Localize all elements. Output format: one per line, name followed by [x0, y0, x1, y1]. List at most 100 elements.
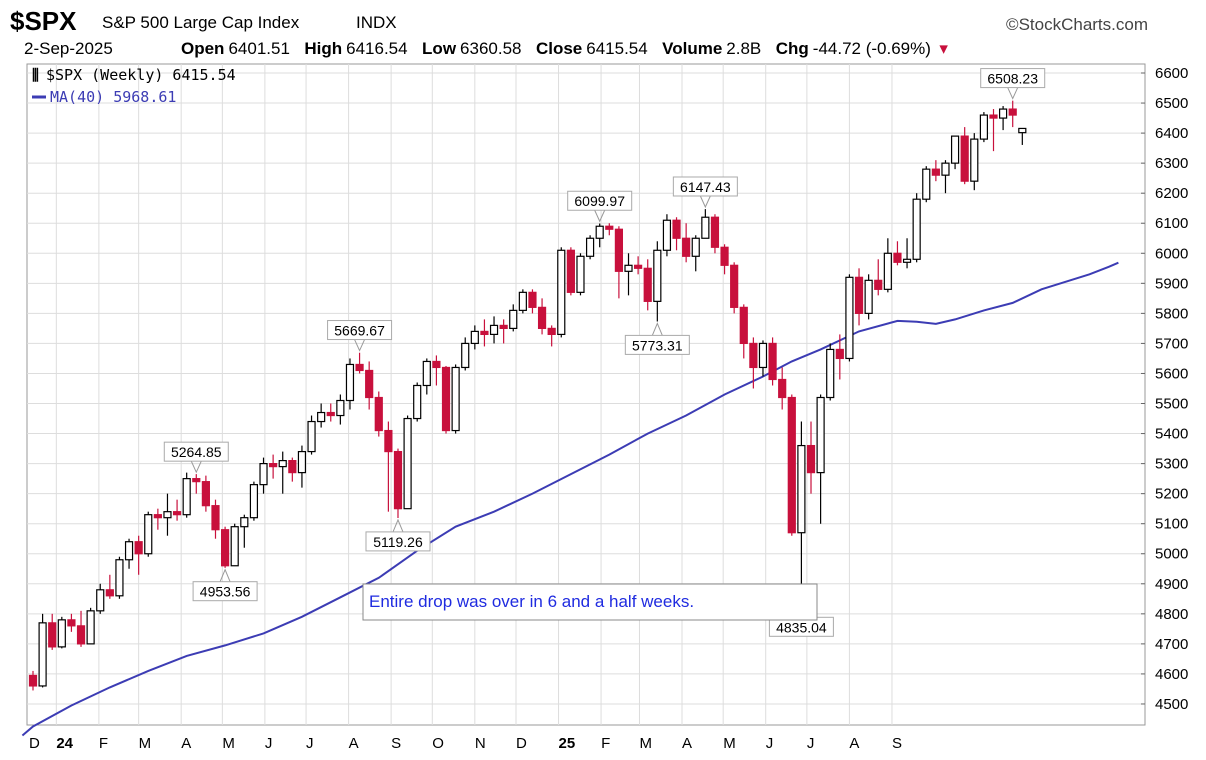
candle-body: [557, 249, 566, 336]
annotation-pointer: [594, 210, 606, 223]
candle-body: [509, 309, 518, 330]
candle-body: [269, 463, 278, 468]
candle-body: [778, 378, 787, 399]
candle-series: [28, 100, 1027, 691]
candle: [288, 457, 297, 482]
candle: [566, 247, 575, 296]
candle-body: [182, 478, 191, 516]
candle: [826, 343, 835, 401]
candle: [240, 514, 249, 548]
candle-body: [970, 138, 979, 182]
candle: [336, 394, 345, 425]
high-value: 6416.54: [346, 39, 407, 58]
candle: [163, 493, 172, 536]
y-tick-label: 5600: [1155, 365, 1188, 382]
candle: [768, 337, 777, 386]
annotation-box: [672, 176, 738, 197]
candle-body: [566, 249, 575, 293]
y-tick-label: 6500: [1155, 95, 1188, 112]
candle-body: [441, 366, 451, 432]
candle: [211, 499, 220, 539]
price-annotation: 5119.26: [365, 518, 431, 552]
candle-body: [854, 276, 864, 314]
annotation-label: 6147.43: [680, 179, 731, 195]
candle: [970, 133, 979, 191]
candle: [278, 451, 287, 494]
annotation-pointer: [219, 568, 231, 582]
candle-body: [38, 622, 47, 687]
candle-body: [307, 420, 316, 453]
open-label: Open: [181, 39, 224, 58]
symbol-title: $SPX: [10, 6, 77, 36]
chg-label: Chg: [776, 39, 809, 58]
candle: [643, 259, 652, 311]
candle: [461, 337, 470, 371]
candle: [249, 481, 259, 521]
candle-body: [720, 246, 729, 266]
x-tick-label: O: [432, 735, 444, 752]
candle-body: [470, 330, 479, 345]
candle: [221, 526, 230, 568]
note-box: [362, 583, 818, 621]
candle-body: [999, 108, 1008, 119]
candle-body: [749, 342, 758, 369]
candle: [182, 472, 191, 518]
candle: [172, 499, 182, 521]
x-tick-label: A: [349, 735, 359, 752]
candle-body: [902, 258, 912, 263]
candle-body: [278, 460, 287, 468]
x-tick-label: 24: [56, 735, 73, 752]
x-tick-label: M: [723, 735, 736, 752]
candle: [720, 244, 729, 275]
candle-body: [317, 411, 326, 423]
candle: [749, 337, 758, 389]
candle-body: [86, 610, 95, 645]
candle-body: [1008, 108, 1017, 116]
y-tick-label: 6600: [1155, 65, 1188, 82]
candle-body: [864, 279, 873, 314]
candle: [297, 445, 307, 488]
annotation-label: 5264.85: [171, 444, 222, 460]
y-tick-label: 4500: [1155, 696, 1188, 713]
candle-body: [211, 505, 220, 531]
volume-label: Volume: [662, 39, 722, 58]
candle-body: [172, 511, 182, 516]
candle-body: [393, 450, 403, 510]
candle-body: [153, 514, 162, 519]
candle-body: [221, 529, 230, 567]
candle: [605, 223, 614, 236]
candle-body: [979, 114, 988, 140]
annotation-label: 5773.31: [632, 337, 683, 353]
candle: [787, 394, 796, 536]
candle: [691, 235, 700, 272]
candle-body: [461, 342, 470, 369]
y-tick-label: 5100: [1155, 516, 1188, 533]
candle-body: [576, 255, 585, 293]
candle: [201, 475, 210, 512]
y-tick-label: 6200: [1155, 185, 1188, 202]
annotation-label: 4835.04: [776, 619, 827, 635]
candle: [499, 319, 508, 344]
candle-body: [336, 399, 345, 417]
candle: [979, 112, 988, 143]
annotation-box: [192, 581, 258, 602]
stockcharts-brand[interactable]: ©StockCharts.com: [1006, 15, 1148, 34]
candle: [864, 274, 873, 320]
index-name: S&P 500 Large Cap Index: [102, 13, 300, 32]
candle-body: [413, 384, 422, 420]
candle: [845, 274, 854, 362]
candle: [902, 238, 912, 269]
annotation-label: 6099.97: [574, 193, 625, 209]
candle: [672, 217, 681, 251]
candle-body: [374, 396, 383, 432]
candle-body: [624, 264, 633, 272]
candle: [96, 583, 105, 614]
legend: ⫼ $SPX (Weekly) 6415.54 MA(40) 5968.61: [32, 66, 236, 106]
price-annotation: 4953.56: [192, 568, 258, 602]
candle: [134, 535, 143, 575]
candle: [1018, 127, 1027, 145]
annotation-box: [365, 531, 431, 552]
annotation-box: [980, 68, 1046, 89]
annotation-label: 6508.23: [987, 71, 1038, 87]
